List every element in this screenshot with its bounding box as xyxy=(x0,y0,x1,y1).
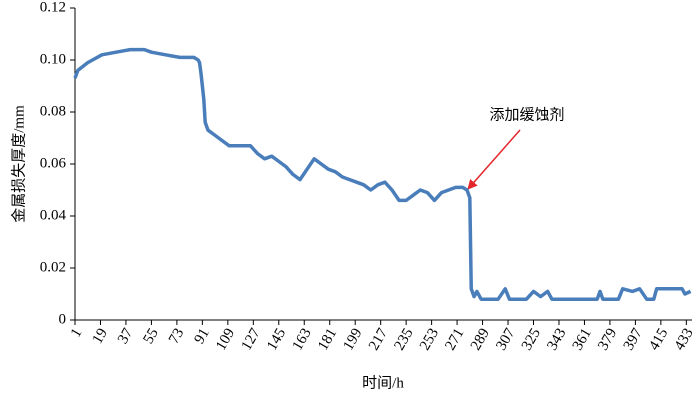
y-tick-label: 0.02 xyxy=(40,259,66,275)
x-tick-label: 163 xyxy=(290,326,315,353)
x-tick-label: 325 xyxy=(519,326,544,353)
x-axis-title: 时间/h xyxy=(362,374,404,391)
y-tick-label: 0 xyxy=(59,311,67,327)
x-tick-label: 379 xyxy=(595,326,620,353)
x-tick-label: 271 xyxy=(442,326,467,353)
x-tick-label: 127 xyxy=(239,325,264,353)
x-tick-label: 307 xyxy=(493,325,518,353)
x-tick-label: 19 xyxy=(90,326,111,347)
x-tick-label: 361 xyxy=(570,326,595,353)
x-tick-label: 91 xyxy=(191,326,212,347)
x-tick-label: 217 xyxy=(366,325,391,353)
x-tick-label: 253 xyxy=(417,326,442,353)
x-tick-label: 109 xyxy=(213,326,238,353)
annotation: 添加缓蚀剂 xyxy=(489,106,564,123)
y-axis-title: 金属损失厚度/mm xyxy=(10,105,27,223)
y-tick-label: 0.08 xyxy=(40,103,66,119)
x-tick-label: 181 xyxy=(315,326,340,353)
data-line xyxy=(73,47,692,301)
x-tick-label: 145 xyxy=(264,326,289,353)
annotation-arrow xyxy=(467,129,521,190)
x-tick-label: 433 xyxy=(672,326,697,353)
x-tick-label: 289 xyxy=(468,326,493,353)
x-tick-label: 199 xyxy=(341,326,366,353)
x-tick-label: 1 xyxy=(68,326,86,340)
y-tick-label: 0.12 xyxy=(40,0,66,15)
y-tick-label: 0.06 xyxy=(40,155,67,171)
y-tick-label: 0.04 xyxy=(40,207,67,223)
x-tick-label: 343 xyxy=(544,326,569,353)
x-tick-label: 415 xyxy=(646,326,671,353)
x-tick-label: 397 xyxy=(621,325,646,353)
x-tick-label: 37 xyxy=(115,325,137,346)
x-tick-label: 55 xyxy=(141,326,162,347)
x-tick-label: 235 xyxy=(391,326,416,353)
y-tick-label: 0.10 xyxy=(40,51,66,67)
x-tick-label: 73 xyxy=(166,326,187,347)
